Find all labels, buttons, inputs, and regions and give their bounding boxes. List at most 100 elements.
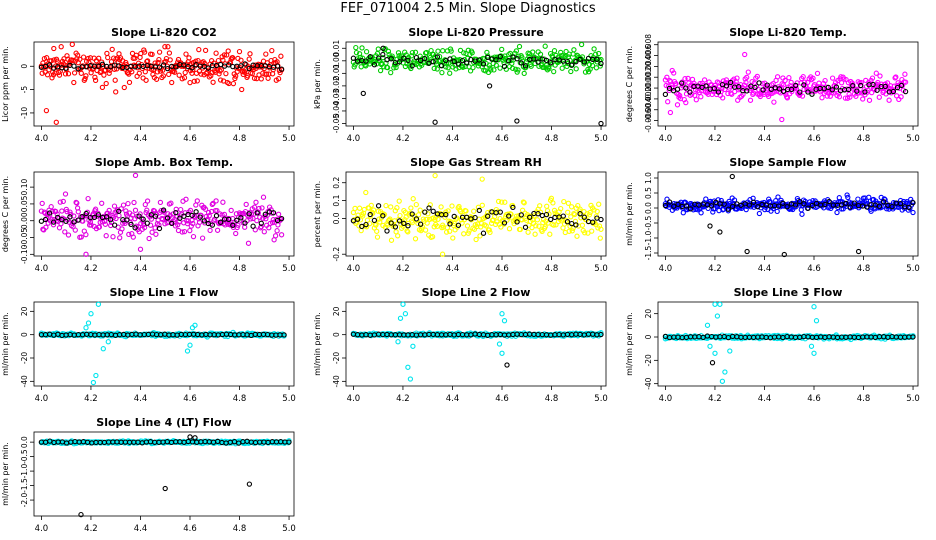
data-point xyxy=(551,68,557,75)
plot-frame xyxy=(345,41,607,127)
y-axis-label: degrees C per min. xyxy=(1,176,10,252)
data-point xyxy=(397,315,404,321)
data-point xyxy=(370,210,376,216)
data-point xyxy=(521,200,527,206)
data-point xyxy=(516,43,523,50)
data-point xyxy=(126,231,132,238)
panel-title: Slope Li-820 Pressure xyxy=(408,26,543,39)
data-point xyxy=(383,202,389,209)
reference-point xyxy=(67,214,73,220)
data-point xyxy=(547,231,553,237)
data-point xyxy=(766,196,772,202)
data-point xyxy=(58,221,64,227)
x-tick-label: 4.8 xyxy=(233,264,247,274)
y-tick-label: -0.004 xyxy=(644,97,653,121)
reference-point xyxy=(169,220,175,227)
data-point xyxy=(802,79,808,85)
data-point xyxy=(181,228,188,235)
data-point xyxy=(551,222,557,228)
reference-point xyxy=(522,63,529,69)
x-tick-label: 4.4 xyxy=(758,264,772,274)
data-point xyxy=(568,68,574,75)
data-point xyxy=(213,198,219,204)
reference-point xyxy=(455,222,462,228)
y-tick-label: -0.002 xyxy=(644,87,653,111)
y-tick-label: 0.00 xyxy=(332,52,341,69)
reference-point xyxy=(894,84,901,91)
data-point xyxy=(111,203,118,209)
reference-point xyxy=(666,85,673,92)
reference-point xyxy=(46,210,53,216)
data-point xyxy=(169,79,175,86)
y-tick-label: -40 xyxy=(644,377,653,389)
outlier-point xyxy=(137,246,144,252)
data-point xyxy=(167,57,173,63)
data-point xyxy=(717,301,723,307)
data-point xyxy=(92,74,98,80)
data-point xyxy=(258,76,264,82)
data-point xyxy=(148,66,155,72)
reference-point xyxy=(729,203,736,210)
data-point xyxy=(100,346,106,352)
data-point xyxy=(251,75,258,81)
data-point xyxy=(213,50,219,56)
x-tick-label: 4.4 xyxy=(758,134,772,144)
reference-point xyxy=(193,209,199,215)
outlier-point xyxy=(58,44,64,50)
data-point xyxy=(873,70,879,76)
data-point xyxy=(170,211,176,217)
data-point xyxy=(589,62,596,69)
data-point xyxy=(105,339,111,345)
data-point xyxy=(572,218,579,225)
chart-panel: Slope Line 3 Flow ml/min per min. 4.0 4.2 4.… xyxy=(625,286,920,404)
reference-point xyxy=(217,219,224,225)
data-point xyxy=(513,48,520,54)
data-point xyxy=(90,379,97,386)
y-tick-label: -0.5 xyxy=(644,215,653,230)
outlier-point xyxy=(486,83,493,89)
data-point xyxy=(214,207,220,214)
data-point xyxy=(205,209,212,216)
data-point xyxy=(867,81,873,87)
data-point xyxy=(396,198,402,204)
data-point xyxy=(707,343,713,349)
data-point xyxy=(405,229,411,235)
reference-point xyxy=(234,217,240,223)
y-tick-label: -5 xyxy=(20,86,29,94)
data-point xyxy=(278,232,285,238)
reference-point xyxy=(83,210,89,217)
data-point xyxy=(395,339,401,345)
reference-point xyxy=(687,89,693,95)
data-point xyxy=(190,220,196,227)
data-point xyxy=(88,311,94,317)
data-point xyxy=(360,213,366,219)
reference-point xyxy=(136,213,142,219)
reference-point xyxy=(870,81,876,88)
data-point xyxy=(466,228,472,234)
data-point xyxy=(38,208,45,214)
reference-point xyxy=(514,56,520,62)
data-point xyxy=(261,65,267,72)
data-point xyxy=(51,57,57,63)
data-point xyxy=(493,62,499,68)
data-point xyxy=(194,78,200,84)
reference-point xyxy=(573,222,579,228)
data-point xyxy=(220,199,226,205)
data-point xyxy=(534,55,541,62)
reference-point xyxy=(430,208,436,214)
data-point xyxy=(464,223,471,229)
data-point xyxy=(103,233,109,239)
data-point xyxy=(59,208,65,214)
data-point xyxy=(193,58,199,64)
data-point xyxy=(488,67,494,73)
reference-point xyxy=(396,59,403,65)
data-point xyxy=(596,201,602,207)
data-point xyxy=(564,63,570,70)
data-point xyxy=(829,75,836,81)
reference-point xyxy=(548,216,554,223)
data-point xyxy=(572,211,578,218)
reference-point xyxy=(910,200,916,206)
reference-point xyxy=(405,223,411,229)
y-tick-label: 0.10 xyxy=(20,179,29,196)
x-tick-label: 4.6 xyxy=(807,134,821,144)
